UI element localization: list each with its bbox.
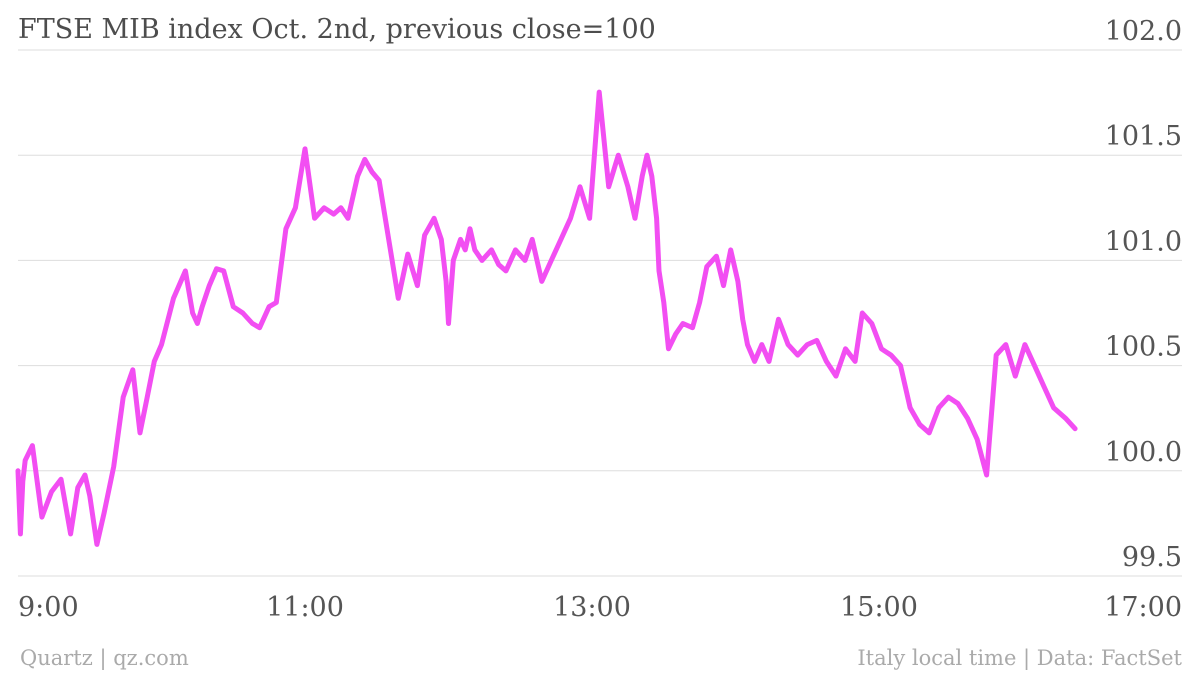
y-tick-label: 102.0 (1105, 16, 1182, 47)
y-tick-label: 100.0 (1105, 437, 1182, 468)
y-tick-label: 101.0 (1105, 226, 1182, 257)
x-axis-tick-labels: 9:00 11:00 13:00 15:00 17:00 (18, 592, 1182, 623)
y-axis-tick-labels: 99.5 100.0 100.5 101.0 101.5 102.0 (1105, 16, 1182, 573)
x-tick-label: 17:00 (1104, 592, 1182, 623)
x-tick-label: 9:00 (18, 592, 79, 623)
x-tick-label: 13:00 (553, 592, 631, 623)
source-credit: Quartz | qz.com (20, 646, 189, 670)
series-line (15, 89, 1078, 547)
y-tick-label: 100.5 (1105, 332, 1182, 363)
chart-title: FTSE MIB index Oct. 2nd, previous close=… (18, 14, 656, 45)
y-tick-label: 99.5 (1122, 542, 1182, 573)
gridlines (18, 49, 1182, 577)
x-tick-label: 11:00 (266, 592, 344, 623)
y-tick-label: 101.5 (1105, 121, 1182, 152)
x-tick-label: 15:00 (840, 592, 918, 623)
series-group (15, 89, 1078, 547)
data-source-note: Italy local time | Data: FactSet (857, 646, 1182, 670)
